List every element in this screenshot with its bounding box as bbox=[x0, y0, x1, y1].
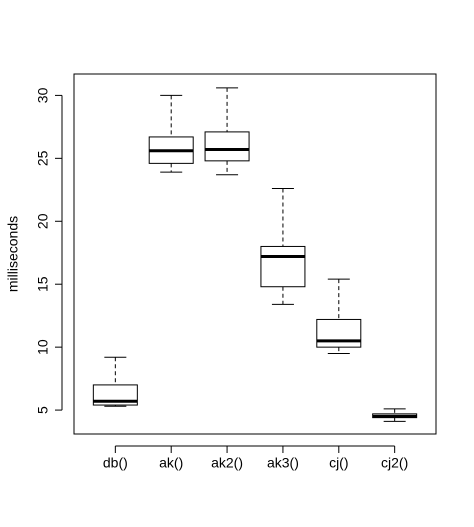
x-tick-label: ak2() bbox=[211, 455, 243, 471]
y-tick-label: 30 bbox=[35, 87, 51, 103]
x-tick-label: ak() bbox=[159, 455, 183, 471]
x-tick-label: cj2() bbox=[381, 455, 408, 471]
x-tick-label: db() bbox=[103, 455, 128, 471]
x-tick-label: cj() bbox=[329, 455, 348, 471]
box bbox=[204, 131, 250, 162]
plot-frame bbox=[73, 73, 437, 435]
x-tick-label: ak3() bbox=[267, 455, 299, 471]
y-tick-label: 5 bbox=[35, 406, 51, 414]
y-tick-label: 10 bbox=[35, 339, 51, 355]
y-tick-label: 20 bbox=[35, 213, 51, 229]
box bbox=[260, 245, 306, 288]
box bbox=[316, 318, 362, 348]
y-axis-label: milliseconds bbox=[5, 216, 21, 292]
y-tick-label: 25 bbox=[35, 150, 51, 166]
y-tick-label: 15 bbox=[35, 276, 51, 292]
